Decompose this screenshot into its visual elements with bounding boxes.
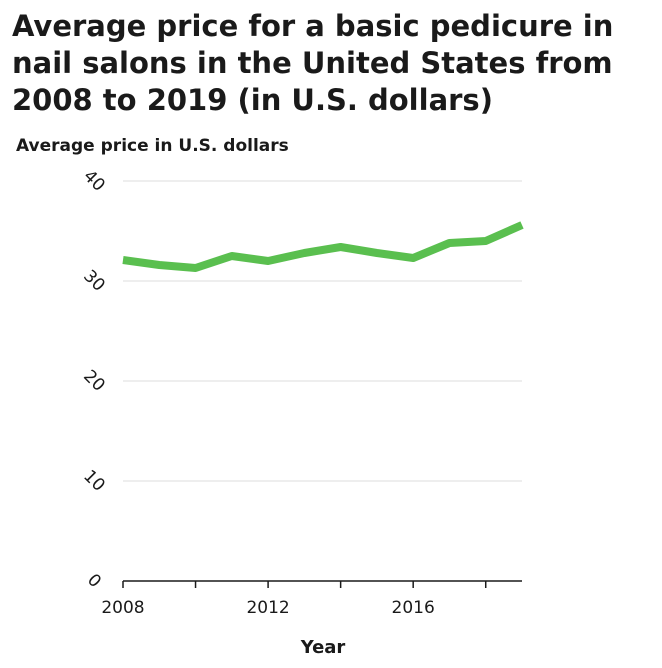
y-axis-ticks: 0 10 20 30 40 xyxy=(79,166,108,592)
y-tick-label-30: 30 xyxy=(79,266,108,295)
x-tick-label-2008: 2008 xyxy=(101,598,144,618)
y-tick-label-10: 10 xyxy=(79,466,108,495)
x-axis-ticks: 2008 2012 2016 xyxy=(101,581,487,618)
y-tick-label-0: 0 xyxy=(83,570,105,592)
series-layer xyxy=(122,221,524,272)
x-axis-title: Year xyxy=(300,637,346,658)
x-tick-label-2012: 2012 xyxy=(246,598,289,618)
chart-title: Average price for a basic pedicure in na… xyxy=(12,9,614,117)
y-tick-label-20: 20 xyxy=(79,366,108,395)
grid-lines xyxy=(123,180,522,482)
y-tick-label-40: 40 xyxy=(79,166,108,195)
series-line-0 xyxy=(122,221,524,272)
y-axis-label: Average price in U.S. dollars xyxy=(16,136,289,156)
x-tick-label-2016: 2016 xyxy=(392,598,435,618)
